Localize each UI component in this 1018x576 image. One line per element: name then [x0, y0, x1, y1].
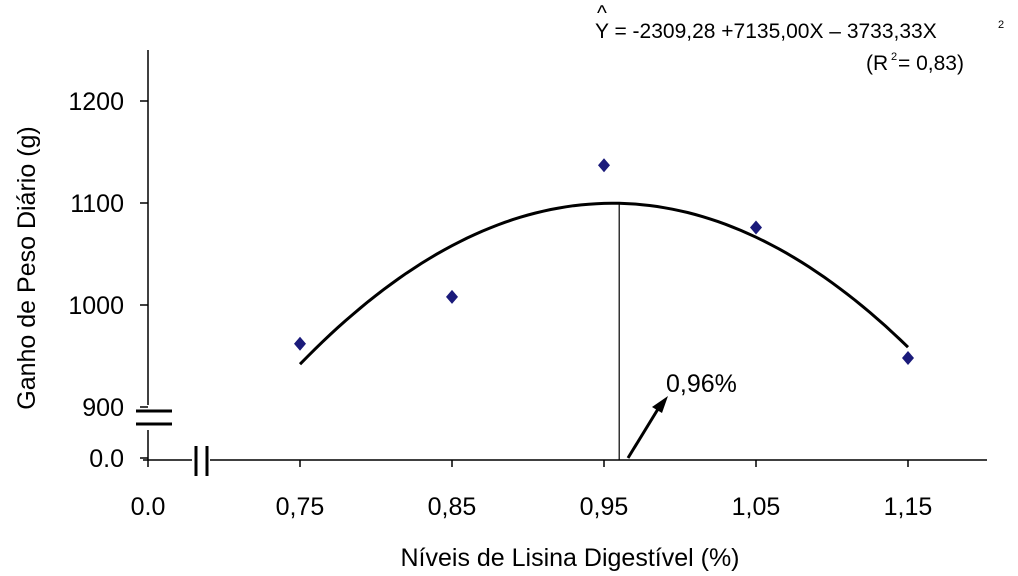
r2-suffix: = 0,83)	[898, 52, 964, 75]
equation-exponent: 2	[998, 19, 1004, 31]
data-point	[750, 220, 762, 235]
x-axis-break	[194, 446, 209, 476]
r2-exponent: 2	[891, 51, 897, 63]
data-points	[294, 158, 914, 366]
data-point	[294, 336, 306, 351]
y-tick-label: 1000	[68, 292, 124, 320]
y-tick-label: 0.0	[89, 445, 124, 473]
equation-text: Y = -2309,28 +7135,00X – 3733,33X	[595, 20, 937, 43]
x-tick-label: 1,05	[732, 493, 781, 521]
data-point	[902, 351, 914, 366]
y-tick-label: 900	[82, 394, 124, 422]
equation: ^ Y = -2309,28 +7135,00X – 3733,33X 2 (R…	[595, 2, 1004, 75]
fit-curve	[298, 201, 910, 366]
equation-hat: ^	[597, 2, 607, 25]
y-axis-title: Ganho de Peso Diário (g)	[13, 126, 41, 409]
x-tick-label: 0,75	[276, 493, 325, 521]
x-ticks: 0.0 0,75 0,85 0,95 1,05 1,15	[131, 460, 933, 521]
x-tick-label: 0.0	[131, 493, 166, 521]
optimum-arrow	[626, 396, 668, 459]
data-point	[446, 289, 458, 304]
y-tick-label: 1200	[68, 88, 124, 116]
data-point	[598, 158, 610, 173]
x-axis-title: Níveis de Lisina Digestível (%)	[400, 544, 739, 572]
y-axis-break	[136, 409, 172, 426]
optimum-label: 0,96%	[666, 370, 737, 398]
r2-prefix: (R	[866, 52, 888, 75]
axes	[143, 50, 987, 461]
y-tick-label: 1100	[70, 190, 124, 218]
y-ticks: 0.0 900 1000 1100 1200	[68, 88, 148, 473]
x-tick-label: 0,85	[428, 493, 477, 521]
x-tick-label: 0,95	[580, 493, 629, 521]
x-tick-label: 1,15	[884, 493, 933, 521]
